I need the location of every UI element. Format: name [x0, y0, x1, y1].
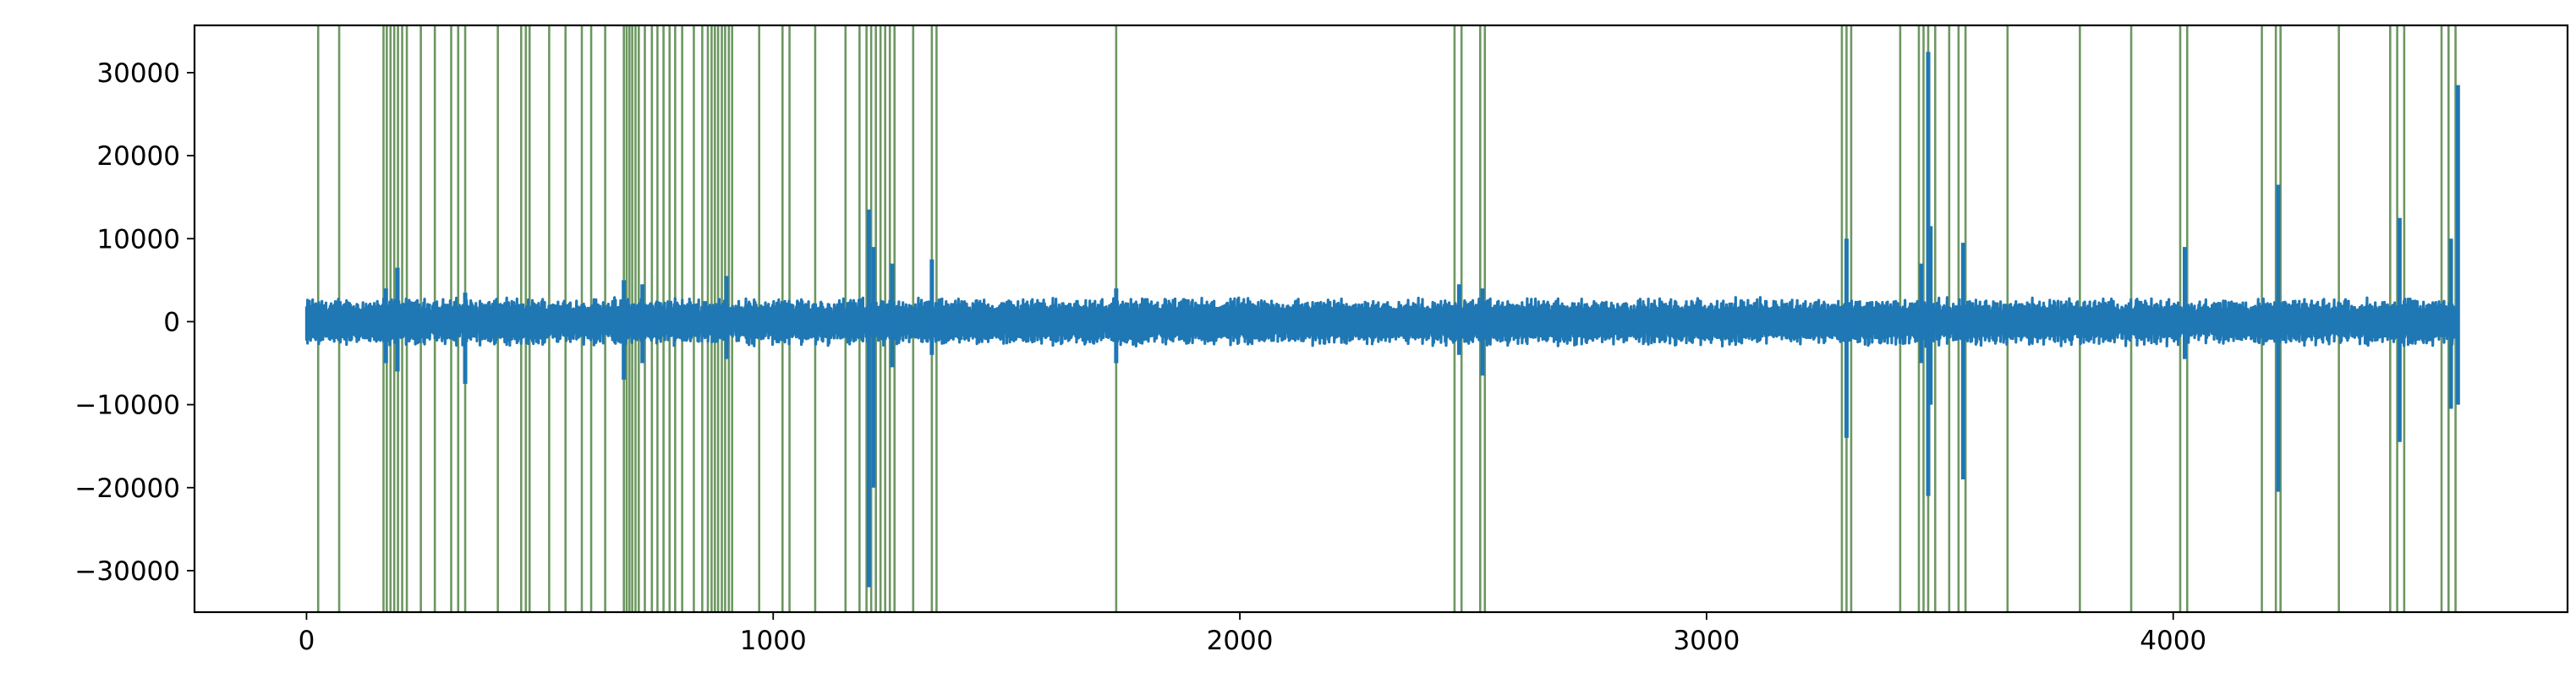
signal-trace [304, 296, 2459, 348]
y-tick-label-4: 10000 [96, 224, 180, 254]
y-tick-label-6: 30000 [96, 58, 180, 89]
y-tick-label-3: 0 [163, 307, 180, 337]
axes: 0 1000 2000 3000 4000 −30000 −20000 −10000 0 1000… [74, 24, 2569, 656]
x-tick-label-3: 3000 [1673, 626, 1740, 656]
y-tick-label-2: −10000 [74, 391, 180, 421]
y-tick-label-1: −20000 [74, 473, 180, 504]
y-tick-label-0: −30000 [74, 556, 180, 587]
plot-area [304, 25, 2460, 612]
x-tick-label-2: 2000 [1207, 626, 1274, 656]
x-tick-label-0: 0 [299, 626, 315, 656]
y-tick-label-5: 20000 [96, 141, 180, 172]
x-tick-label-1: 1000 [740, 626, 807, 656]
x-tick-label-4: 4000 [2140, 626, 2206, 656]
signal-spikes [383, 52, 2460, 588]
plot-frame [193, 24, 2569, 614]
